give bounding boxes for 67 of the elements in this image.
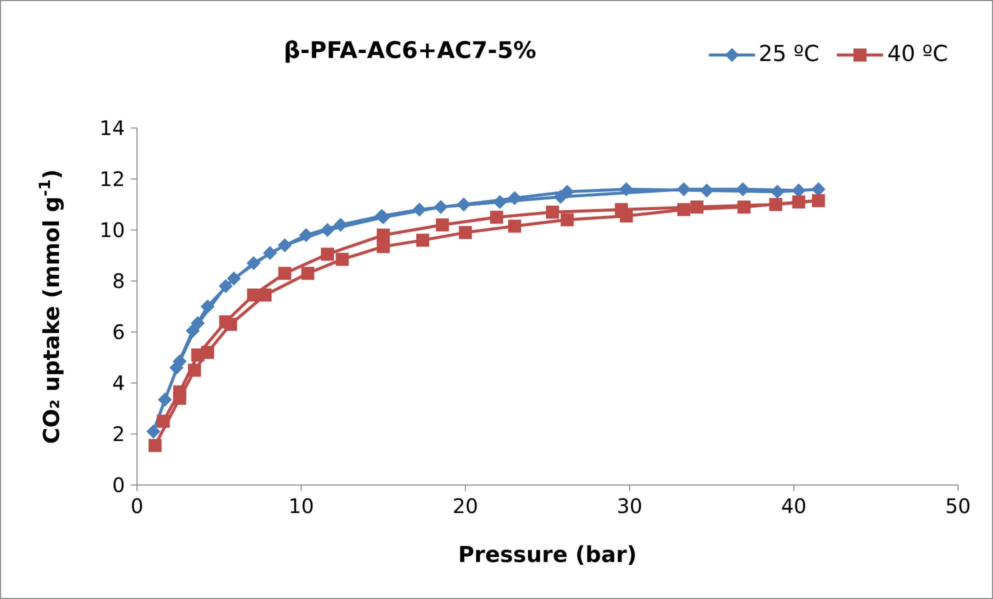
x-tick-label: 30 xyxy=(616,494,642,518)
point xyxy=(770,184,784,199)
x-tick-label: 40 xyxy=(781,494,807,518)
point xyxy=(320,248,334,261)
point xyxy=(219,315,232,328)
point xyxy=(769,198,782,211)
point xyxy=(546,206,559,219)
legend-label: 25 ºC xyxy=(758,42,820,67)
x-tick-label: 50 xyxy=(945,494,971,518)
point xyxy=(792,183,806,198)
point xyxy=(412,202,426,217)
chart-title: β-PFA-AC6+AC7-5% xyxy=(282,38,538,64)
point xyxy=(247,288,260,302)
point xyxy=(812,194,825,208)
point xyxy=(278,238,292,252)
point xyxy=(792,195,806,208)
point xyxy=(700,183,714,198)
y-tick-label: 12 xyxy=(100,167,125,192)
point xyxy=(226,271,241,286)
legend-label: 40 ºC xyxy=(887,42,948,67)
point xyxy=(677,203,690,216)
point xyxy=(416,234,430,247)
point xyxy=(191,348,204,362)
point xyxy=(156,414,170,428)
x-axis-title: Pressure (bar) xyxy=(458,543,637,568)
point xyxy=(218,279,233,294)
point xyxy=(188,364,201,377)
point xyxy=(456,198,471,212)
point xyxy=(738,200,751,214)
y-tick-label: 10 xyxy=(100,218,125,242)
y-tick-label: 6 xyxy=(112,320,125,344)
point xyxy=(436,218,449,232)
x-tick-label: 10 xyxy=(288,494,314,518)
point xyxy=(146,424,160,438)
point xyxy=(186,324,200,338)
x-tick-label: 0 xyxy=(130,494,144,518)
point xyxy=(278,266,292,280)
point xyxy=(336,252,349,266)
point xyxy=(619,182,634,196)
point xyxy=(169,360,184,375)
point xyxy=(560,213,574,226)
point xyxy=(490,210,504,224)
y-tick-label: 0 xyxy=(112,473,125,498)
point xyxy=(492,194,507,209)
y-tick-label: 4 xyxy=(112,371,125,396)
point xyxy=(158,392,172,407)
point xyxy=(434,200,448,214)
point xyxy=(811,182,826,196)
point xyxy=(508,220,522,233)
point xyxy=(690,200,704,214)
point xyxy=(190,316,205,330)
point xyxy=(676,182,691,196)
point xyxy=(554,190,568,204)
y-tick-label: 8 xyxy=(112,269,125,294)
y-tick-label: 2 xyxy=(112,422,125,446)
point xyxy=(246,256,261,270)
y-tick-label: 14 xyxy=(100,116,125,140)
point xyxy=(376,228,390,242)
point xyxy=(148,438,162,452)
point xyxy=(263,246,277,260)
point xyxy=(320,223,334,237)
x-tick-label: 20 xyxy=(452,494,478,518)
point xyxy=(173,385,186,398)
point xyxy=(458,226,472,240)
point xyxy=(301,266,314,280)
point xyxy=(200,300,215,314)
point xyxy=(736,182,750,196)
